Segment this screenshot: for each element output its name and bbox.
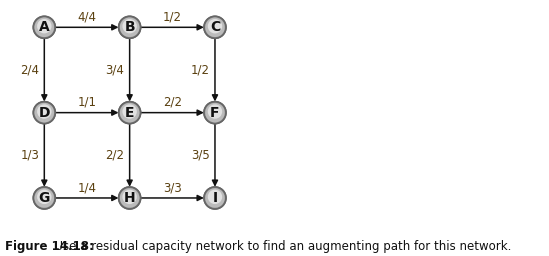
Text: E: E [125, 106, 135, 120]
Circle shape [205, 103, 225, 122]
Text: 3/5: 3/5 [191, 149, 210, 162]
Text: 2/2: 2/2 [163, 96, 182, 109]
Text: Figure 14.18:: Figure 14.18: [5, 240, 94, 253]
Text: 2/2: 2/2 [105, 149, 125, 162]
Text: 1/2: 1/2 [163, 10, 182, 24]
Text: F: F [210, 106, 220, 120]
Circle shape [205, 18, 225, 37]
Circle shape [120, 103, 139, 122]
Circle shape [35, 18, 54, 37]
Circle shape [122, 19, 137, 33]
Circle shape [33, 16, 55, 38]
Circle shape [208, 19, 222, 33]
Circle shape [204, 187, 226, 209]
Circle shape [37, 19, 52, 33]
Circle shape [208, 104, 222, 119]
Circle shape [204, 16, 226, 38]
Text: 1/2: 1/2 [191, 63, 210, 77]
Circle shape [208, 190, 222, 204]
Circle shape [35, 188, 54, 208]
Circle shape [37, 190, 52, 204]
Text: A: A [39, 20, 49, 34]
Text: D: D [38, 106, 50, 120]
Text: 2/4: 2/4 [20, 63, 39, 77]
Circle shape [122, 190, 137, 204]
Circle shape [120, 18, 139, 37]
Circle shape [119, 187, 141, 209]
Circle shape [205, 188, 225, 208]
Text: I: I [212, 191, 217, 205]
Text: G: G [38, 191, 50, 205]
Text: 3/3: 3/3 [163, 181, 182, 194]
Circle shape [35, 103, 54, 122]
Text: B: B [124, 20, 135, 34]
Text: 1/1: 1/1 [77, 96, 97, 109]
Text: 1/4: 1/4 [77, 181, 97, 194]
Circle shape [119, 102, 141, 124]
Text: Use a residual capacity network to find an augmenting path for this network.: Use a residual capacity network to find … [47, 240, 511, 253]
Circle shape [120, 188, 139, 208]
Text: H: H [124, 191, 136, 205]
Circle shape [122, 104, 137, 119]
Circle shape [37, 104, 52, 119]
Circle shape [33, 187, 55, 209]
Text: 3/4: 3/4 [105, 63, 125, 77]
Text: C: C [210, 20, 220, 34]
Circle shape [204, 102, 226, 124]
Circle shape [119, 16, 141, 38]
Text: 4/4: 4/4 [77, 10, 97, 24]
Text: 1/3: 1/3 [20, 149, 39, 162]
Circle shape [33, 102, 55, 124]
